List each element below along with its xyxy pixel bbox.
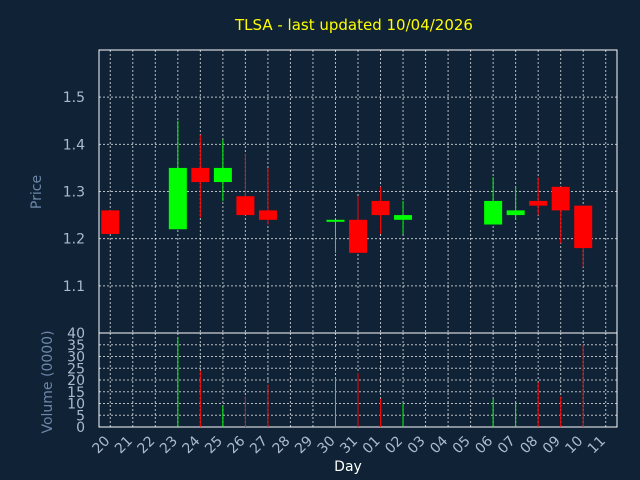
candle-body [101,210,120,234]
price-tick-label: 1.3 [63,185,85,201]
volume-tick-label: 30 [67,350,85,366]
candle-body [236,196,255,216]
candle-body [191,167,210,183]
price-tick-label: 1.2 [63,232,85,248]
candle-body [484,200,503,225]
x-axis-label: Day [334,459,362,475]
candle-body [213,167,232,183]
candle-body [371,200,390,216]
volume-tick-label: 5 [76,408,85,424]
price-axis-label: Price [29,175,45,209]
volume-tick-label: 25 [67,361,85,377]
volume-tick-label: 15 [67,385,85,401]
price-tick-label: 1.1 [63,279,85,295]
volume-bars [177,337,584,427]
volume-tick-label: 0 [76,420,85,436]
candle-body [506,210,525,216]
volume-tick-label: 20 [67,373,85,389]
volume-tick-label: 35 [67,338,85,354]
price-tick-label: 1.5 [63,90,85,106]
candle-body [348,219,368,253]
candle-body [258,210,277,220]
volume-axis-label: Volume (0000) [40,330,56,433]
price-y-ticks: 1.1 1.2 1.3 1.4 1.5 [63,90,85,295]
candle-body [168,167,187,230]
candle-body [574,205,593,249]
volume-tick-label: 40 [67,326,85,342]
chart-title: TLSA - last updated 10/04/2026 [234,16,473,34]
candle-body [326,219,345,222]
candle-body [551,186,570,211]
price-tick-label: 1.4 [63,137,85,153]
candle-body [394,215,413,220]
candles [101,120,593,267]
volume-tick-label: 10 [67,397,85,413]
price-panel: 1.1 1.2 1.3 1.4 1.5 Price [29,49,618,334]
x-ticks: 2021222324252627282930310102030405060708… [89,433,608,457]
candle-body [529,200,548,206]
